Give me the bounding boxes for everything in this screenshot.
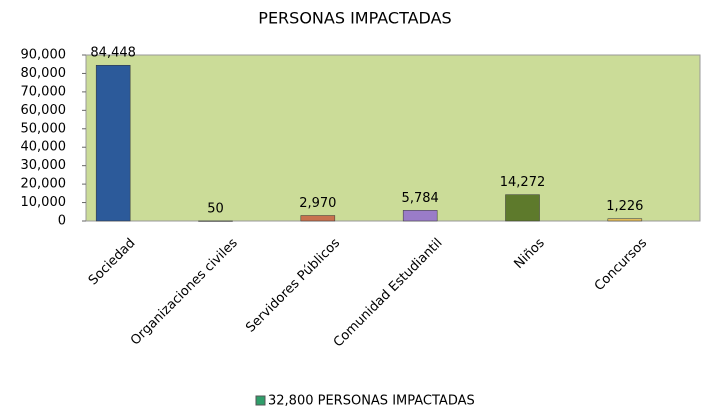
data-label: 1,226 (606, 199, 643, 214)
bar (607, 218, 643, 222)
bar (95, 64, 131, 222)
legend-label: 32,800 PERSONAS IMPACTADAS (268, 394, 475, 409)
bar (402, 210, 438, 222)
x-tick-label: Organizaciones civiles (128, 236, 241, 349)
data-label: 50 (207, 201, 224, 216)
x-tick-label: Servidores Públicos (243, 236, 343, 336)
bar (198, 220, 233, 222)
data-label: 84,448 (90, 46, 136, 61)
y-tick-label: 80,000 (21, 66, 67, 81)
data-label: 2,970 (299, 196, 336, 211)
x-tick-label: Comunidad Estudiantil (331, 236, 446, 351)
y-tick-label: 20,000 (21, 177, 67, 192)
data-label: 14,272 (500, 175, 546, 190)
y-tick-label: 50,000 (21, 121, 67, 136)
y-tick-label: 70,000 (21, 84, 67, 99)
legend-swatch (255, 395, 266, 406)
y-tick-label: 90,000 (21, 48, 67, 63)
x-tick-label: Sociedad (86, 236, 139, 289)
y-tick-label: 10,000 (21, 195, 67, 210)
y-tick-label: 40,000 (21, 140, 67, 155)
plot-area (85, 54, 701, 222)
data-label: 5,784 (402, 191, 439, 206)
y-tick-label: 0 (58, 214, 66, 229)
x-tick-label: Concursos (592, 236, 650, 294)
chart-title: PERSONAS IMPACTADAS (258, 9, 451, 28)
y-tick-label: 30,000 (21, 158, 67, 173)
bar (300, 215, 336, 222)
y-tick-label: 60,000 (21, 103, 67, 118)
bar (505, 194, 540, 222)
x-tick-label: Niños (512, 236, 548, 272)
